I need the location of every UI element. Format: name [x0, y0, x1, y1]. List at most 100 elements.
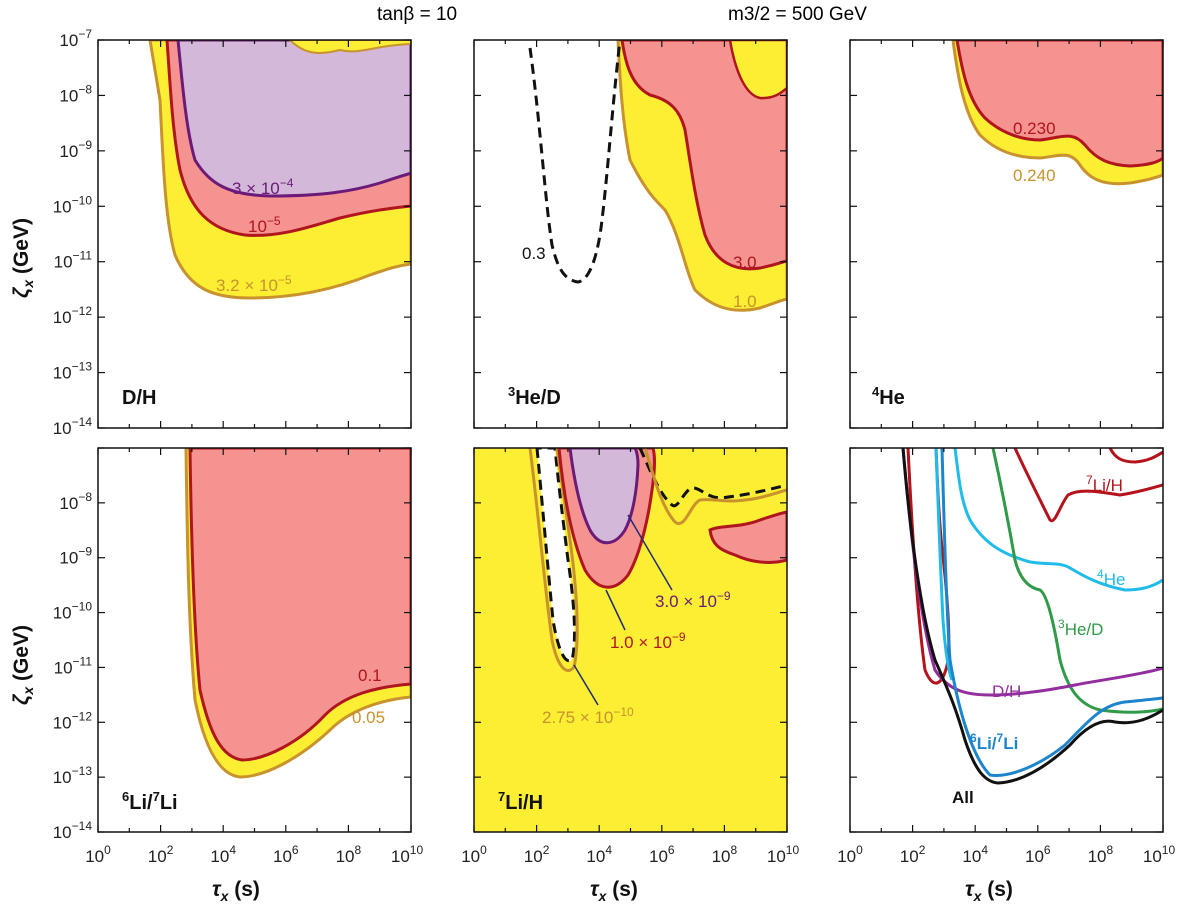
he3-pink-region — [620, 40, 787, 271]
ytick-label: 10−10 — [53, 600, 93, 623]
leader-li7-2.75e-10 — [573, 664, 599, 706]
he4-pink-region — [955, 40, 1163, 168]
xtick-label: 102 — [524, 843, 550, 866]
curve-li7h — [1013, 448, 1163, 523]
xtick-label: 108 — [712, 843, 738, 866]
panel-label-he4-main: He — [879, 387, 905, 409]
panel-label-li7h: 7Li/H — [498, 789, 543, 814]
axis-titles: τx (s) τx (s) τx (s) ζx (GeV) ζx (GeV) — [10, 218, 1013, 904]
header-gravitino-mass: m3/2 = 500 GeV — [728, 4, 867, 25]
label-all-li6li7: 6Li/7Li — [970, 731, 1018, 753]
ytick-label: 10−13 — [53, 360, 93, 383]
xtick-label: 100 — [461, 843, 487, 866]
label-he3-3.0: 3.0 — [733, 253, 757, 272]
xtick-label: 102 — [148, 843, 174, 866]
label-he4-0.230: 0.230 — [1013, 119, 1056, 138]
panel-li7h — [474, 448, 787, 832]
xtick-label: 106 — [273, 843, 299, 866]
ytick-label: 10−10 — [53, 193, 93, 216]
xtick-label: 104 — [586, 843, 612, 866]
xtick-label: 100 — [837, 843, 863, 866]
panel-label-li6li7: 6Li/7Li — [122, 789, 178, 814]
xtick-label: 108 — [336, 843, 362, 866]
dh-lavender-region — [176, 40, 411, 198]
label-dh-1e-5: 10−5 — [248, 214, 281, 236]
leader-li7-1e-9 — [605, 589, 626, 631]
li7-gold-outer — [643, 448, 787, 526]
tick-labels: 10−7 10−8 10−9 10−10 10−11 10−12 10−13 10−14 10−… — [53, 27, 1176, 866]
panel-label-li7h-main: Li/H — [505, 792, 543, 814]
li7-white-hole-gold — [528, 448, 579, 672]
panel-label-he3d-sup: 3 — [508, 384, 515, 399]
xtick-label: 104 — [210, 843, 236, 866]
he3-dashed-0.3 — [528, 40, 622, 284]
panel-label-he3d: 3He/D — [508, 384, 561, 409]
label-all-li7h: 7Li/H — [1086, 473, 1123, 495]
label-all-all: All — [952, 788, 974, 807]
panel-label-dh: D/H — [122, 387, 156, 409]
li7-dashed-outer — [638, 448, 787, 508]
label-li6-0.05: 0.05 — [352, 708, 385, 727]
leader-li7-3e-9 — [627, 514, 673, 591]
ytick-label: 10−13 — [53, 764, 93, 787]
dh-top-edge — [288, 40, 411, 54]
ytick-label: 10−8 — [59, 490, 92, 513]
xtick-label: 1010 — [767, 843, 800, 866]
curve-li7h-top — [1108, 448, 1163, 464]
panel-label-li7h-sup: 7 — [498, 789, 505, 804]
axis-ticks — [97, 39, 1164, 833]
panel-all — [901, 448, 1163, 785]
panel-label-he4: 4He — [872, 384, 905, 409]
curve-he4 — [953, 448, 1163, 592]
li6-pink-region — [188, 448, 411, 762]
label-he3-1.0: 1.0 — [733, 292, 757, 311]
panel-li6li7 — [184, 448, 411, 779]
ylabel-top: ζx (GeV) — [10, 218, 36, 298]
panel-he4 — [951, 40, 1163, 186]
xtick-label: 1010 — [1143, 843, 1176, 866]
xlabel-right: τx (s) — [965, 878, 1013, 904]
ytick-label: 10−9 — [59, 138, 92, 161]
panel-label-li6-sup: 6 — [122, 789, 129, 804]
label-dh-3.2e-5: 3.2 × 10−5 — [216, 273, 292, 295]
curve-all — [901, 448, 1163, 785]
he3-top-yellow — [728, 40, 787, 100]
ytick-label: 10−14 — [53, 415, 93, 438]
panel-labels: D/H 3He/D 4He 6Li/7Li 7Li/H — [122, 384, 905, 814]
panel-dh — [148, 40, 411, 300]
ytick-label: 10−7 — [59, 27, 92, 50]
panel-label-li7-sup: 7 — [153, 789, 160, 804]
xtick-label: 102 — [900, 843, 926, 866]
xtick-label: 106 — [1025, 843, 1051, 866]
label-li7-3e-9: 3.0 × 10−9 — [655, 589, 731, 611]
ytick-label: 10−12 — [53, 304, 93, 327]
ytick-label: 10−9 — [59, 545, 92, 568]
xtick-label: 1010 — [391, 843, 424, 866]
xtick-label: 100 — [85, 843, 111, 866]
ytick-label: 10−12 — [53, 709, 93, 732]
label-dh-3e-4: 3 × 10−4 — [232, 176, 294, 198]
contour-labels: 3 × 10−4 10−5 3.2 × 10−5 0.3 3.0 1.0 0.2… — [216, 119, 1125, 807]
label-all-he4: 4He — [1097, 567, 1125, 589]
panel-he3d — [528, 40, 787, 312]
header-tanbeta: tanβ = 10 — [377, 4, 457, 25]
ytick-label: 10−14 — [53, 819, 93, 842]
panel-label-li7-main: Li — [160, 792, 178, 814]
label-li7-1e-9: 1.0 × 10−9 — [610, 630, 686, 652]
li7-white-hole-dashed — [535, 448, 577, 663]
label-he4-0.240: 0.240 — [1013, 166, 1056, 185]
panel-label-li6-main: Li/ — [129, 792, 153, 814]
xlabel-left: τx (s) — [212, 878, 260, 904]
header: tanβ = 10 m3/2 = 500 GeV — [377, 4, 867, 25]
curve-he4-left — [934, 448, 954, 681]
label-all-he3d: 3He/D — [1058, 617, 1103, 639]
label-li7-2.75e-10: 2.75 × 10−10 — [542, 705, 634, 727]
li7-right-pink — [708, 510, 787, 564]
ytick-label: 10−11 — [54, 249, 93, 272]
ytick-label: 10−8 — [59, 82, 92, 105]
ylabel-bottom: ζx (GeV) — [10, 625, 36, 705]
label-he3-0.3: 0.3 — [522, 244, 546, 263]
curve-li6li7 — [940, 448, 1163, 777]
panel-label-he3d-main: He/D — [515, 387, 561, 409]
